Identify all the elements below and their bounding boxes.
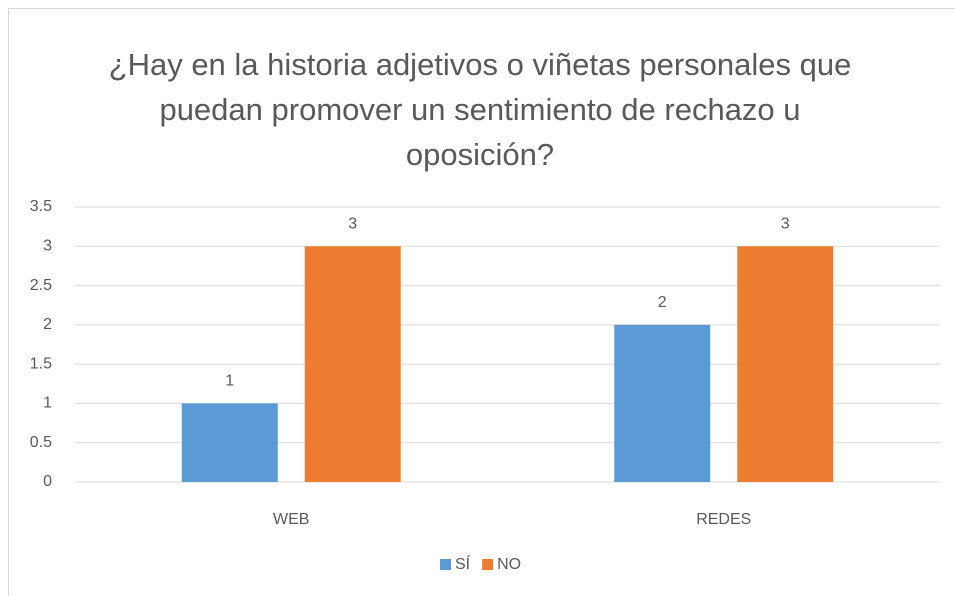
y-tick-label: 2 xyxy=(43,316,52,333)
x-tick-label: WEB xyxy=(273,511,309,528)
bar xyxy=(614,324,711,482)
y-tick-label: 0 xyxy=(43,473,52,490)
chart-title: ¿Hay en la historia adjetivos o viñetas … xyxy=(108,47,852,172)
bar xyxy=(181,403,278,482)
legend-label: NO xyxy=(497,556,521,573)
data-label: 2 xyxy=(658,294,667,311)
y-tick-label: 0.5 xyxy=(30,434,52,451)
bar xyxy=(304,246,401,482)
y-tick-label: 1.5 xyxy=(30,355,52,372)
y-tick-label: 2.5 xyxy=(30,277,52,294)
data-label: 3 xyxy=(781,216,790,233)
x-tick-label: REDES xyxy=(696,511,751,528)
legend-label: SÍ xyxy=(455,554,471,573)
data-label: 3 xyxy=(348,216,357,233)
y-tick-label: 1 xyxy=(43,395,52,412)
bar xyxy=(737,246,834,482)
chart-border xyxy=(8,8,955,596)
y-tick-label: 3 xyxy=(43,238,52,255)
legend-swatch xyxy=(440,559,451,570)
data-label: 1 xyxy=(225,373,234,390)
legend-swatch xyxy=(482,559,494,570)
y-tick-label: 3.5 xyxy=(30,198,52,215)
